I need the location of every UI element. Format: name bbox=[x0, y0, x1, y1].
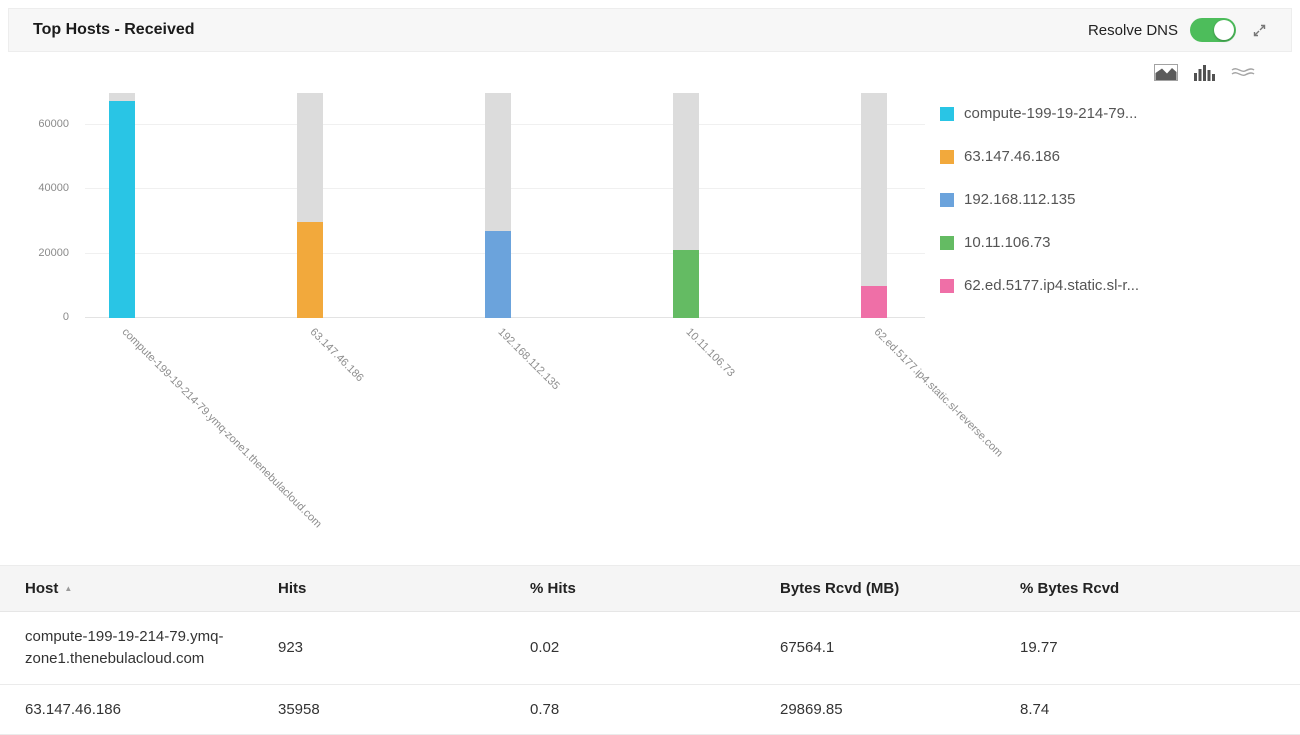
cell-pct_hits: 0.78 bbox=[530, 701, 780, 718]
cell-host: 63.147.46.186 bbox=[25, 699, 278, 721]
bar-chart-icon[interactable] bbox=[1194, 64, 1215, 86]
top-hosts-widget: Top Hosts - Received Resolve DNS bbox=[0, 0, 1300, 720]
legend-label: 192.168.112.135 bbox=[964, 191, 1076, 208]
cell-host: compute-199-19-214-79.ymq-zone1.thenebul… bbox=[25, 626, 278, 670]
legend-item[interactable]: 63.147.46.186 bbox=[940, 148, 1285, 165]
legend-item[interactable]: 10.11.106.73 bbox=[940, 234, 1285, 251]
bar-series-0[interactable] bbox=[109, 101, 135, 318]
resolve-dns-label: Resolve DNS bbox=[1088, 22, 1178, 39]
legend-swatch bbox=[940, 107, 954, 121]
cell-pct_hits: 0.02 bbox=[530, 639, 780, 656]
bar-track bbox=[861, 93, 887, 318]
cell-pct_bytes_rcvd: 19.77 bbox=[1020, 639, 1300, 656]
expand-icon[interactable] bbox=[1252, 23, 1267, 38]
column-header-bytes-rcvd-mb[interactable]: Bytes Rcvd (MB) bbox=[780, 580, 1020, 597]
cell-bytes_rcvd_mb: 67564.1 bbox=[780, 639, 1020, 656]
cell-bytes_rcvd_mb: 29869.85 bbox=[780, 701, 1020, 718]
bar-series-3[interactable] bbox=[673, 250, 699, 318]
bar-series-1[interactable] bbox=[297, 222, 323, 318]
x-axis-label: 10.11.106.73 bbox=[684, 326, 737, 379]
toggle-knob-icon bbox=[1214, 20, 1234, 40]
bar-series-2[interactable] bbox=[485, 231, 511, 318]
legend-label: compute-199-19-214-79... bbox=[964, 105, 1137, 122]
column-header-hits[interactable]: % Hits bbox=[530, 580, 780, 597]
x-axis-label: 62.ed.5177.ip4.static.sl-reverse.com bbox=[872, 326, 1005, 459]
page-title: Top Hosts - Received bbox=[33, 21, 195, 39]
column-header-host[interactable]: Host▲ bbox=[25, 580, 278, 597]
legend-label: 62.ed.5177.ip4.static.sl-r... bbox=[964, 277, 1139, 294]
cell-hits: 923 bbox=[278, 639, 530, 656]
plot-area: compute-199-19-214-79.ymq-zone1.thenebul… bbox=[85, 93, 925, 318]
legend-swatch bbox=[940, 236, 954, 250]
column-header-hits[interactable]: Hits bbox=[278, 580, 530, 597]
legend-item[interactable]: compute-199-19-214-79... bbox=[940, 105, 1285, 122]
y-tick-label: 20000 bbox=[38, 247, 69, 259]
widget-header: Top Hosts - Received Resolve DNS bbox=[8, 8, 1292, 52]
column-header-bytes-rcvd[interactable]: % Bytes Rcvd bbox=[1020, 580, 1300, 597]
table-row[interactable]: compute-199-19-214-79.ymq-zone1.thenebul… bbox=[0, 612, 1300, 685]
header-controls: Resolve DNS bbox=[1088, 18, 1267, 42]
stream-graph-icon[interactable] bbox=[1231, 65, 1255, 85]
x-axis-label: 192.168.112.135 bbox=[496, 326, 562, 392]
legend-swatch bbox=[940, 279, 954, 293]
legend-swatch bbox=[940, 150, 954, 164]
legend-label: 10.11.106.73 bbox=[964, 234, 1050, 251]
cell-hits: 35958 bbox=[278, 701, 530, 718]
chart-section: 0 20000 40000 60000 compute-199-19-214-79.y… bbox=[0, 52, 1300, 565]
y-tick-label: 40000 bbox=[38, 182, 69, 194]
bar-series-4[interactable] bbox=[861, 286, 887, 318]
chart-legend: compute-199-19-214-79... 63.147.46.186 192… bbox=[940, 105, 1285, 320]
table-body: compute-199-19-214-79.ymq-zone1.thenebul… bbox=[0, 612, 1300, 735]
bar-track bbox=[673, 93, 699, 318]
bar-track bbox=[297, 93, 323, 318]
y-tick-label: 0 bbox=[63, 311, 69, 323]
bar-track bbox=[109, 93, 135, 318]
x-axis-label: compute-199-19-214-79.ymq-zone1.thenebul… bbox=[120, 326, 324, 530]
legend-item[interactable]: 192.168.112.135 bbox=[940, 191, 1285, 208]
sort-caret-icon: ▲ bbox=[64, 584, 72, 593]
legend-label: 63.147.46.186 bbox=[964, 148, 1060, 165]
resolve-dns-toggle[interactable] bbox=[1190, 18, 1236, 42]
chart-type-selector bbox=[1154, 64, 1255, 86]
legend-item[interactable]: 62.ed.5177.ip4.static.sl-r... bbox=[940, 277, 1285, 294]
cell-pct_bytes_rcvd: 8.74 bbox=[1020, 701, 1300, 718]
bar-track bbox=[485, 93, 511, 318]
area-chart-icon[interactable] bbox=[1154, 64, 1178, 86]
x-axis-label: 63.147.46.186 bbox=[308, 326, 366, 384]
legend-swatch bbox=[940, 193, 954, 207]
y-tick-label: 60000 bbox=[38, 118, 69, 130]
